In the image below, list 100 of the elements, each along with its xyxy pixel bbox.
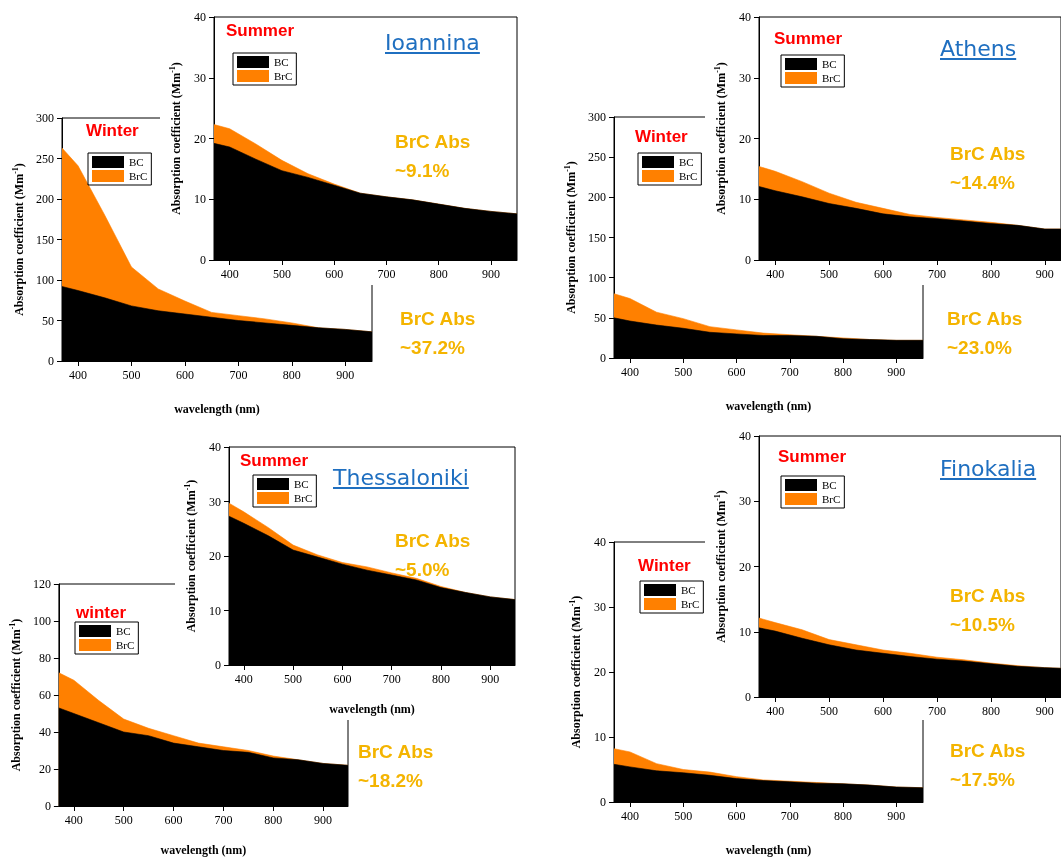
x-tick-label: 900 [314,813,333,827]
y-tick-label: 20 [194,131,206,146]
x-tick-label: 500 [674,809,693,823]
legend-label: BrC [294,492,313,504]
chart-title: Summer [226,21,295,40]
text: Athens [940,36,1017,61]
x-axis-title: wavelength (nm) [725,399,812,413]
y-tick-label: 100 [588,270,606,285]
x-tick-label: 900 [1035,704,1054,718]
annotation: BrC Abs ~9.1% [395,130,472,183]
text: Thessaloniki [333,465,469,490]
y-axis-title: Absorption coefficient (Mm-1) [167,62,183,215]
x-tick-label: 500 [122,368,141,382]
text: Winter [638,556,692,575]
y-tick-label: 40 [739,10,751,24]
y-tick-label: 0 [745,253,751,267]
y-tick-label: 50 [594,310,606,325]
x-tick-label: 800 [834,365,853,379]
y-tick-label: 250 [588,150,606,165]
x-tick-label: 400 [620,809,639,823]
text: winter [75,603,127,622]
x-axis-title: wavelength (nm) [725,843,812,857]
y-tick-label: 200 [588,190,606,205]
y-tick-label: 0 [200,253,206,267]
text: Winter [635,127,689,146]
y-tick-label: 80 [38,651,51,665]
x-tick-label: 800 [282,368,301,382]
y-tick-label: 10 [209,603,221,618]
y-axis-title: Absorption coefficient (Mm-1) [712,490,728,643]
x-axis-title: wavelength (nm) [329,702,415,716]
legend-label: BC [822,479,837,491]
x-tick-label: 800 [264,813,283,827]
y-axis-title: Absorption coefficient (Mm-1) [712,62,728,215]
x-tick-label: 400 [64,813,83,827]
text: BrC Abs ~18.2% [358,740,435,793]
x-tick-label: 400 [69,368,88,382]
y-tick-label: 50 [42,313,54,328]
x-tick-label: 700 [382,672,401,686]
x-tick-label: 800 [834,809,853,823]
y-tick-label: 20 [739,131,751,146]
annotation: BrC Abs ~14.4% [950,142,1027,195]
y-tick-label: 0 [44,799,51,813]
annotation: BrC Abs ~5.0% [395,529,472,582]
x-tick-label: 600 [727,365,746,379]
y-tick-label: 30 [194,70,206,85]
x-tick-label: 600 [175,368,194,382]
legend-label: BC [116,625,131,637]
x-tick-label: 500 [114,813,133,827]
y-tick-label: 40 [739,429,751,443]
y-tick-label: 150 [588,230,606,245]
x-tick-label: 800 [981,267,1000,281]
legend-label: BrC [822,493,841,505]
x-tick-label: 900 [887,809,906,823]
x-tick-label: 400 [620,365,639,379]
y-tick-label: 40 [594,535,606,549]
y-tick-label: 20 [209,549,221,563]
x-tick-label: 600 [874,704,893,718]
y-tick-label: 0 [600,351,606,365]
x-tick-label: 700 [927,704,946,718]
x-tick-label: 900 [887,365,906,379]
x-tick-label: 800 [432,672,451,686]
x-tick-label: 700 [780,365,799,379]
y-tick-label: 20 [38,762,51,776]
y-tick-label: 100 [32,614,51,628]
x-tick-label: 500 [820,704,839,718]
legend-label: BrC [679,170,698,182]
y-tick-label: 10 [739,192,751,207]
x-tick-label: 700 [229,368,248,382]
legend-label: BrC [681,598,700,610]
legend-label: BrC [129,170,148,182]
x-axis-title: wavelength (nm) [160,843,247,857]
x-tick-label: 800 [429,267,448,281]
y-tick-label: 10 [739,624,751,639]
y-tick-label: 150 [36,232,54,247]
y-tick-label: 200 [36,192,54,206]
y-tick-label: 30 [739,70,751,85]
legend-label: BC [679,156,694,168]
x-tick-label: 600 [333,672,352,686]
y-axis-title: Absorption coefficient (Mm-1) [10,163,27,316]
x-tick-label: 400 [766,704,785,718]
y-tick-label: 300 [36,111,54,125]
y-tick-label: 20 [739,559,751,574]
y-tick-label: 250 [36,151,54,166]
x-tick-label: 900 [481,267,500,281]
x-tick-label: 700 [927,267,946,281]
y-tick-label: 10 [594,730,606,744]
x-tick-label: 600 [874,267,893,281]
chart-title: Summer [240,451,309,470]
x-tick-label: 700 [377,267,396,281]
y-axis-title: Absorption coefficient (Mm-1) [182,479,198,633]
y-tick-label: 30 [739,494,751,509]
text: BrC Abs ~37.2% [400,307,477,360]
y-tick-label: 0 [745,690,751,704]
x-tick-label: 500 [284,672,303,686]
y-tick-label: 10 [194,192,206,207]
x-tick-label: 500 [674,365,693,379]
legend-label: BC [681,584,696,596]
x-tick-label: 500 [272,267,291,281]
y-axis-title: Absorption coefficient (Mm-1) [7,618,23,772]
text: Ioannina [385,30,480,55]
